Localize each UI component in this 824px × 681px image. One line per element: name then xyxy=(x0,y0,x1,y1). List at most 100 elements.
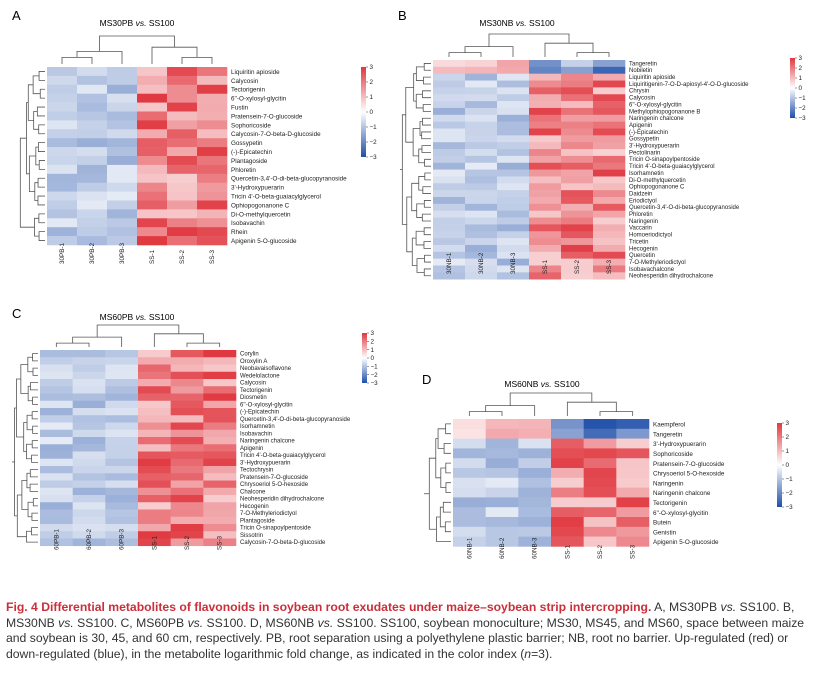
heatmap-cell xyxy=(72,415,106,423)
heatmap-cell xyxy=(138,444,171,452)
heatmap-cell xyxy=(72,531,106,539)
heatmap-cell xyxy=(616,428,650,439)
heatmap-cell xyxy=(170,473,204,481)
heatmap-cell xyxy=(551,536,584,547)
metabolite-label: Wedelolactone xyxy=(240,373,280,379)
heatmap-cell xyxy=(465,128,498,136)
dendrogram-branch xyxy=(99,35,175,52)
heatmap-cell xyxy=(40,458,73,467)
heatmap-cell xyxy=(551,487,584,498)
heatmap-cell xyxy=(47,93,78,103)
heatmap-cell xyxy=(77,227,108,237)
legend-tick-label: 0 xyxy=(799,85,803,92)
panel-d-sample-labels: 60NB-1 60NB-2 60NB-3 SS-1 SS-2 SS-3 xyxy=(466,537,636,559)
heatmap-cell xyxy=(453,428,486,439)
heatmap-cell xyxy=(593,251,626,259)
sample-label: 30PB-1 xyxy=(59,242,66,264)
panel-d-row-dendrogram xyxy=(424,423,451,542)
caption-text-5: SS100. SS100, soybean monoculture; MS30,… xyxy=(6,615,805,661)
heatmap-cell xyxy=(137,129,168,139)
heatmap-cell xyxy=(105,379,139,387)
heatmap-cell xyxy=(551,497,584,508)
sample-label: 30NB-3 xyxy=(510,252,517,274)
heatmap-cell xyxy=(107,191,138,201)
heatmap-cell xyxy=(529,162,562,170)
dendrogram-branch xyxy=(31,512,38,521)
heatmap-cell xyxy=(453,507,486,518)
metabolite-label: Calycosin-7-O-beta-D-glucoside xyxy=(240,540,326,546)
panel-d-color-legend: 3 2 1 0 −1 −2 −3 xyxy=(777,420,793,511)
heatmap-cell xyxy=(518,487,552,498)
heatmap-cell xyxy=(497,197,530,205)
heatmap-cell xyxy=(107,102,138,112)
heatmap-cell xyxy=(203,502,237,510)
heatmap-cell xyxy=(616,517,650,528)
heatmap-cell xyxy=(107,209,138,219)
legend-tick-label: −2 xyxy=(370,139,378,146)
heatmap-cell xyxy=(561,265,594,273)
heatmap-cell xyxy=(561,203,594,211)
heatmap-cell xyxy=(583,468,617,479)
heatmap-cell xyxy=(616,487,650,498)
heatmap-cell xyxy=(203,487,237,496)
heatmap-cell xyxy=(47,209,78,219)
dendrogram-branch xyxy=(576,52,610,57)
legend-tick-label: −3 xyxy=(371,380,379,387)
heatmap-cell xyxy=(583,487,617,498)
heatmap-cell xyxy=(529,258,562,266)
panel-b-heatmap xyxy=(433,60,626,280)
heatmap-cell xyxy=(561,231,594,239)
heatmap-cell xyxy=(40,429,73,438)
heatmap-cell xyxy=(137,227,168,237)
heatmap-cell xyxy=(197,200,228,210)
heatmap-cell xyxy=(197,102,228,112)
heatmap-cell xyxy=(197,111,228,121)
heatmap-cell xyxy=(583,507,617,518)
heatmap-cell xyxy=(137,236,168,246)
dendrogram-branch xyxy=(26,530,38,543)
panel-c-color-legend: 3 210 −1−2−3 xyxy=(362,330,378,387)
metabolite-label: Sophoricoside xyxy=(653,451,693,458)
metabolite-label: Tricin O-sinapoylpentoside xyxy=(629,157,700,163)
heatmap-cell xyxy=(561,66,594,74)
heatmap-cell xyxy=(561,162,594,170)
metabolite-label: Pectolinarin xyxy=(629,150,660,156)
heatmap-cell xyxy=(616,438,650,449)
dendrogram-branch xyxy=(31,411,38,420)
legend-tick-label: −1 xyxy=(370,124,378,131)
dendrogram-branch xyxy=(422,90,431,99)
legend-tick-label: 1 xyxy=(370,94,374,101)
dendrogram-branch xyxy=(428,457,437,530)
caption-text-2: SS100. B, MS30NB xyxy=(6,600,795,630)
metabolite-label: Gossypetin xyxy=(629,137,659,143)
heatmap-cell xyxy=(167,200,198,210)
heatmap-cell xyxy=(47,84,78,94)
heatmap-cell xyxy=(105,364,139,373)
heatmap-cell xyxy=(593,197,626,205)
heatmap-cell xyxy=(497,203,530,211)
heatmap-cell xyxy=(137,138,168,148)
heatmap-cell xyxy=(593,169,626,177)
heatmap-cell xyxy=(583,517,617,528)
heatmap-cell xyxy=(203,480,237,489)
heatmap-cell xyxy=(72,487,106,496)
heatmap-cell xyxy=(497,73,530,81)
legend-color-bar xyxy=(361,67,366,157)
heatmap-cell xyxy=(72,524,106,532)
panel-d-letter: D xyxy=(422,372,431,387)
caption-vs-1: vs. xyxy=(720,600,737,614)
metabolite-label: Hecogenin xyxy=(629,246,658,252)
metabolite-label: Ophiopogonanone C xyxy=(231,202,290,209)
heatmap-cell xyxy=(138,422,171,431)
heatmap-cell xyxy=(170,350,204,358)
dendrogram-branch xyxy=(443,443,451,454)
heatmap-cell xyxy=(465,176,498,184)
heatmap-cell xyxy=(170,437,204,445)
heatmap-cell xyxy=(40,400,73,409)
heatmap-cell xyxy=(105,531,139,539)
dendrogram-branch xyxy=(186,342,221,347)
metabolite-label: Phloretin xyxy=(629,212,653,218)
dendrogram-branch xyxy=(448,52,482,57)
dendrogram-branch xyxy=(418,176,425,191)
heatmap-cell xyxy=(497,217,530,225)
